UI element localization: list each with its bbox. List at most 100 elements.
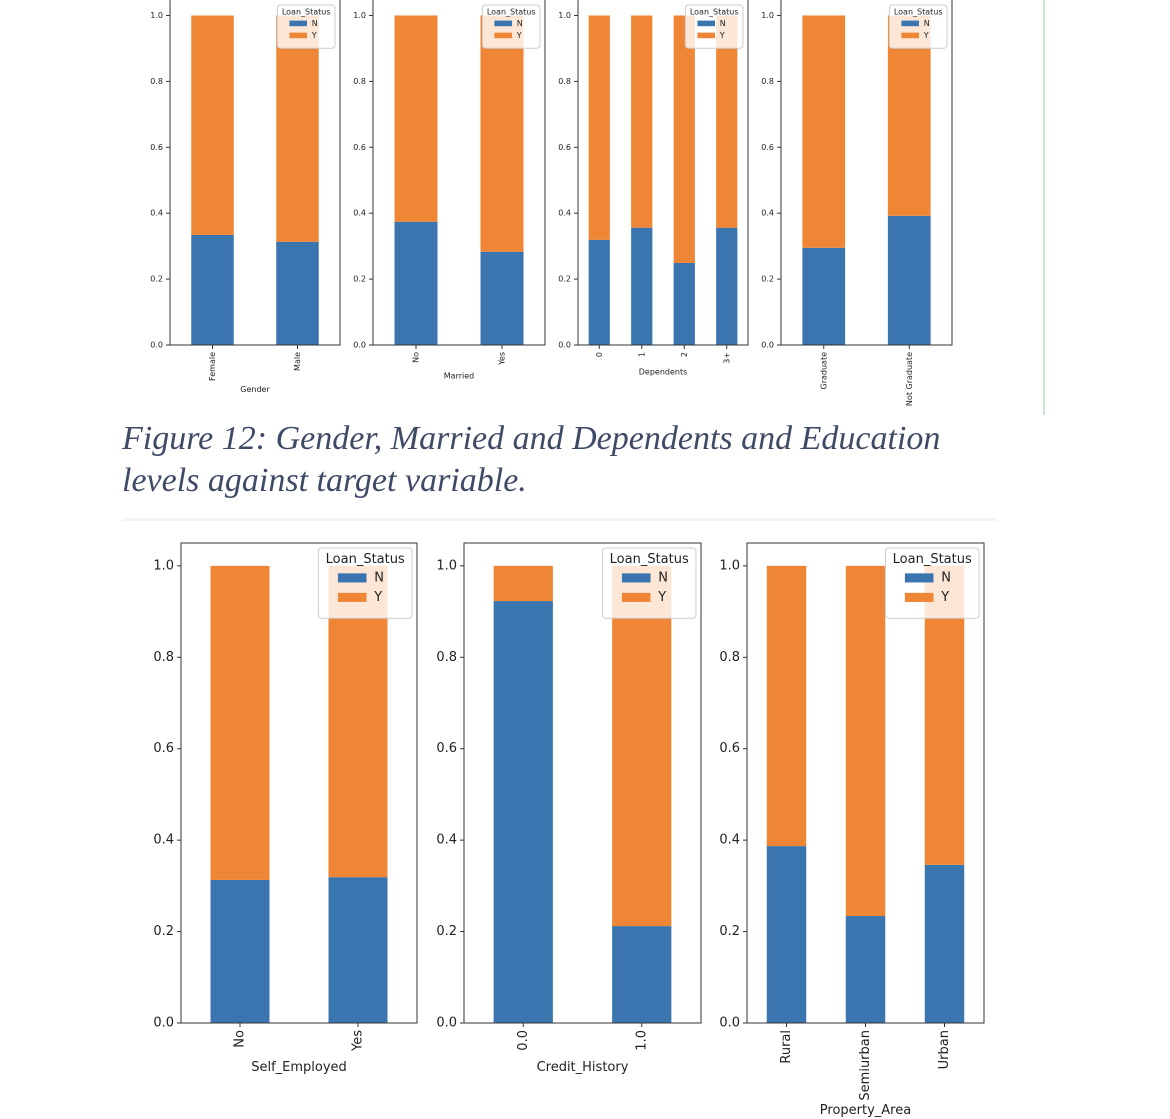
- y-tick-label: 0.2: [153, 924, 174, 939]
- axes-frame: [780, 0, 953, 346]
- legend-title: Loan_Status: [893, 552, 972, 567]
- x-tick-label: Yes: [498, 352, 507, 366]
- bar-segment: [276, 15, 319, 242]
- bar-segment: [612, 926, 672, 1023]
- y-tick-label: 0.2: [558, 275, 571, 284]
- x-tick-label: 3+: [722, 352, 731, 364]
- y-tick-label: 0.0: [353, 341, 366, 350]
- legend-swatch: [904, 592, 934, 602]
- x-tick-label: 0.0: [516, 1030, 531, 1051]
- bar-segment: [588, 239, 610, 345]
- legend-swatch: [289, 32, 307, 39]
- bar-segment: [210, 565, 270, 880]
- x-tick-label: Semiurban: [858, 1030, 873, 1101]
- axes-frame: [577, 0, 749, 346]
- legend-title: Loan_Status: [326, 552, 405, 567]
- y-tick-label: 1.0: [558, 11, 571, 20]
- axes-frame: [372, 0, 546, 346]
- x-tick-label: No: [412, 352, 421, 363]
- legend-label: N: [720, 19, 726, 28]
- y-tick-label: 1.0: [436, 558, 457, 573]
- legend-swatch: [904, 573, 934, 583]
- y-tick-label: 0.6: [719, 741, 740, 756]
- y-tick-label: 0.4: [719, 833, 740, 848]
- bar-segment: [191, 234, 234, 345]
- legend-swatch: [901, 20, 919, 27]
- bar-segment: [276, 241, 319, 345]
- bar-segment: [191, 15, 234, 235]
- y-tick-label: 0.6: [558, 143, 571, 152]
- legend-label: N: [924, 19, 930, 28]
- y-tick-label: 0.2: [150, 275, 163, 284]
- y-tick-label: 0.4: [761, 209, 774, 218]
- x-axis-label: Credit_History: [537, 1060, 629, 1075]
- y-tick-label: 0.0: [153, 1016, 174, 1031]
- y-tick-label: 0.8: [719, 650, 740, 665]
- legend-title: Loan_Status: [282, 8, 331, 17]
- bar-segment: [328, 877, 388, 1023]
- y-tick-label: 0.8: [150, 77, 163, 86]
- bar-segment: [394, 15, 438, 222]
- x-axis-label: Property_Area: [820, 1103, 911, 1118]
- y-tick-label: 0.8: [353, 77, 366, 86]
- legend-label: Y: [311, 31, 317, 40]
- x-axis-label: Married: [444, 372, 474, 381]
- y-tick-label: 0.4: [353, 209, 366, 218]
- legend-label: Y: [719, 31, 725, 40]
- bar-segment: [394, 221, 438, 345]
- x-tick-label: Female: [208, 352, 217, 381]
- bar-segment: [766, 846, 807, 1023]
- y-tick-label: 0.6: [761, 143, 774, 152]
- legend-label: Y: [940, 590, 949, 605]
- legend-title: Loan_Status: [690, 8, 739, 17]
- bar-segment: [588, 15, 610, 240]
- legend-label: Y: [657, 590, 666, 605]
- y-tick-label: 0.8: [761, 77, 774, 86]
- y-tick-label: 1.0: [719, 558, 740, 573]
- y-tick-label: 0.6: [436, 741, 457, 756]
- bar-segment: [673, 262, 695, 345]
- y-tick-label: 0.8: [436, 650, 457, 665]
- x-axis-label: Dependents: [639, 367, 688, 376]
- legend-title: Loan_Status: [487, 8, 536, 17]
- y-tick-label: 0.2: [761, 275, 774, 284]
- legend-swatch: [621, 573, 651, 583]
- y-tick-label: 0.8: [558, 77, 571, 86]
- y-tick-label: 0.0: [761, 341, 774, 350]
- legend-label: Y: [923, 31, 929, 40]
- y-tick-label: 0.2: [719, 924, 740, 939]
- y-tick-label: 0.4: [153, 833, 174, 848]
- legend-label: N: [941, 570, 951, 585]
- x-tick-label: 1.0: [634, 1030, 649, 1051]
- bar-segment: [673, 15, 695, 263]
- figure-edge: [122, 518, 997, 521]
- bar-segment: [480, 251, 524, 345]
- y-tick-label: 0.0: [558, 341, 571, 350]
- y-tick-label: 1.0: [761, 11, 774, 20]
- legend-swatch: [289, 20, 307, 27]
- bar-segment: [716, 15, 738, 228]
- y-tick-label: 1.0: [153, 558, 174, 573]
- y-tick-label: 0.4: [436, 833, 457, 848]
- y-tick-label: 0.6: [153, 741, 174, 756]
- y-tick-label: 0.8: [153, 650, 174, 665]
- legend-swatch: [621, 592, 651, 602]
- y-tick-label: 0.0: [150, 341, 163, 350]
- legend-title: Loan_Status: [610, 552, 689, 567]
- legend-swatch: [337, 592, 367, 602]
- y-tick-label: 0.0: [436, 1016, 457, 1031]
- legend-label: Y: [516, 31, 522, 40]
- x-tick-label: Not Graduate: [905, 352, 914, 406]
- x-axis-label: Self_Employed: [251, 1060, 347, 1075]
- legend-title: Loan_Status: [894, 8, 943, 17]
- axes-frame: [746, 542, 985, 1024]
- x-tick-label: Male: [293, 352, 302, 371]
- y-tick-label: 0.6: [150, 143, 163, 152]
- bar-segment: [493, 565, 553, 602]
- legend-label: Y: [373, 590, 382, 605]
- bar-segment: [493, 601, 553, 1023]
- bar-segment: [210, 879, 270, 1023]
- x-tick-label: 2: [680, 352, 689, 357]
- x-tick-label: 1: [637, 352, 646, 357]
